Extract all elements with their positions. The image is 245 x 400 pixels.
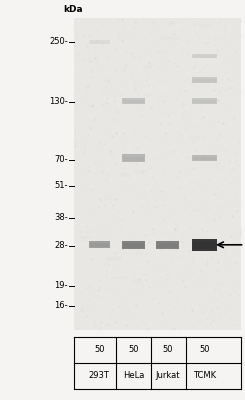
Bar xyxy=(120,172,126,177)
Bar xyxy=(193,79,216,82)
Bar xyxy=(133,279,141,284)
Bar xyxy=(192,77,217,83)
Text: 50: 50 xyxy=(94,345,104,354)
Bar xyxy=(151,200,164,204)
Text: 51-: 51- xyxy=(54,182,68,190)
Bar xyxy=(192,54,217,58)
Text: 50: 50 xyxy=(128,345,139,354)
Text: 50: 50 xyxy=(163,345,173,354)
Bar xyxy=(74,18,241,330)
Bar xyxy=(142,116,161,119)
Bar xyxy=(76,231,90,233)
Bar xyxy=(214,37,225,41)
Bar xyxy=(76,238,89,241)
Text: 250-: 250- xyxy=(49,38,68,46)
Text: 38-: 38- xyxy=(54,214,68,222)
Bar xyxy=(123,100,144,103)
Text: Jurkat: Jurkat xyxy=(156,371,180,380)
Bar xyxy=(192,98,217,104)
Text: 130-: 130- xyxy=(49,98,68,106)
Bar xyxy=(189,136,200,139)
Bar xyxy=(192,155,217,161)
Bar xyxy=(102,263,110,266)
Bar xyxy=(121,316,131,319)
Bar xyxy=(193,100,216,103)
Bar xyxy=(90,243,109,247)
Text: 50: 50 xyxy=(199,345,210,354)
Bar xyxy=(133,169,143,174)
Bar xyxy=(237,21,245,24)
Bar xyxy=(122,241,145,249)
Bar xyxy=(123,243,144,248)
Bar xyxy=(193,157,216,160)
Bar xyxy=(105,277,123,280)
Bar xyxy=(156,111,172,114)
Bar xyxy=(138,55,144,57)
Bar xyxy=(153,232,172,235)
Bar xyxy=(207,148,219,151)
Bar xyxy=(157,243,178,248)
Bar xyxy=(160,37,179,40)
Text: 19-: 19- xyxy=(54,282,68,290)
Bar xyxy=(107,257,122,260)
Text: TCMK: TCMK xyxy=(193,371,216,380)
Text: kDa: kDa xyxy=(64,5,83,14)
Text: 16-: 16- xyxy=(54,302,68,310)
Text: 28-: 28- xyxy=(54,242,68,250)
Bar xyxy=(158,79,170,84)
Bar xyxy=(87,157,93,160)
Bar xyxy=(122,154,145,162)
Bar xyxy=(120,23,128,25)
Bar xyxy=(190,124,201,129)
Bar xyxy=(167,21,174,26)
Bar xyxy=(159,190,168,194)
Bar xyxy=(89,241,110,248)
Bar xyxy=(193,242,216,249)
Bar xyxy=(156,241,179,249)
Text: 293T: 293T xyxy=(89,371,110,380)
Bar xyxy=(90,41,109,44)
Bar xyxy=(122,98,145,104)
Bar xyxy=(226,58,239,60)
Bar xyxy=(190,181,195,184)
Bar xyxy=(192,239,217,251)
Bar xyxy=(199,24,213,29)
Text: HeLa: HeLa xyxy=(123,371,144,380)
Bar xyxy=(193,55,216,58)
Bar xyxy=(134,111,145,115)
Bar xyxy=(123,156,144,160)
Bar xyxy=(75,328,81,330)
Text: 70-: 70- xyxy=(54,156,68,164)
Bar xyxy=(89,40,110,44)
